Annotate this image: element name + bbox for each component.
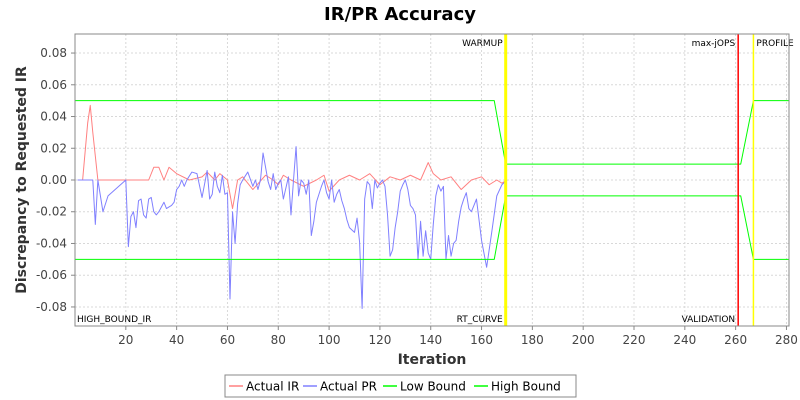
x-tick-label: 240 xyxy=(673,333,696,347)
x-tick-label: 200 xyxy=(572,333,595,347)
legend-box xyxy=(224,374,577,398)
x-tick-label: 140 xyxy=(419,333,442,347)
x-tick-label: 280 xyxy=(775,333,798,347)
legend-item-label: Low Bound xyxy=(400,380,466,394)
y-tick-label: -0.02 xyxy=(36,205,67,219)
y-tick-label: 0.04 xyxy=(40,110,67,124)
x-tick-label: 100 xyxy=(318,333,341,347)
legend-item-label: High Bound xyxy=(491,380,561,394)
x-tick-label: 120 xyxy=(368,333,391,347)
x-axis-label: Iteration xyxy=(398,352,467,368)
x-tick-label: 220 xyxy=(623,333,646,347)
series-line-actual-ir xyxy=(77,104,508,210)
legend: Actual IR Actual PR Low Bound High Bound xyxy=(224,374,577,398)
marker-label: VALIDATION xyxy=(682,315,736,325)
y-tick-label: 0.08 xyxy=(40,46,67,60)
x-tick-label: 180 xyxy=(521,333,544,347)
x-tick-label: 160 xyxy=(470,333,493,347)
y-tick-label: 0.06 xyxy=(40,78,67,92)
y-axis-label: Discrepancy to Requested IR xyxy=(14,66,30,294)
marker-label: HIGH_BOUND_IR xyxy=(77,315,151,325)
chart-title: IR/PR Accuracy xyxy=(324,4,476,25)
marker-label: WARMUP xyxy=(462,39,503,49)
marker-label: RT_CURVE xyxy=(457,315,503,325)
x-tick-label: 40 xyxy=(169,333,184,347)
y-tick-label: 0.02 xyxy=(40,141,67,155)
x-tick-label: 20 xyxy=(118,333,133,347)
y-tick-label: 0.00 xyxy=(40,173,67,187)
marker-label: PROFILE xyxy=(756,39,794,49)
y-tick-label: -0.06 xyxy=(36,268,67,282)
legend-item-label: Actual PR xyxy=(320,380,377,394)
y-tick-label: -0.08 xyxy=(36,300,67,314)
series-line-actual-pr xyxy=(77,146,508,310)
legend-item-label: Actual IR xyxy=(246,380,299,394)
x-tick-label: 60 xyxy=(220,333,235,347)
plot-area: 20 40 60 80 100 120 140 160 180 200 220 240 260 280 -0… xyxy=(36,33,798,347)
marker-label: max-jOPS xyxy=(692,39,736,49)
y-tick-label: -0.04 xyxy=(36,236,67,250)
x-tick-label: 80 xyxy=(271,333,286,347)
x-tick-label: 260 xyxy=(724,333,747,347)
plot-border xyxy=(74,33,790,327)
